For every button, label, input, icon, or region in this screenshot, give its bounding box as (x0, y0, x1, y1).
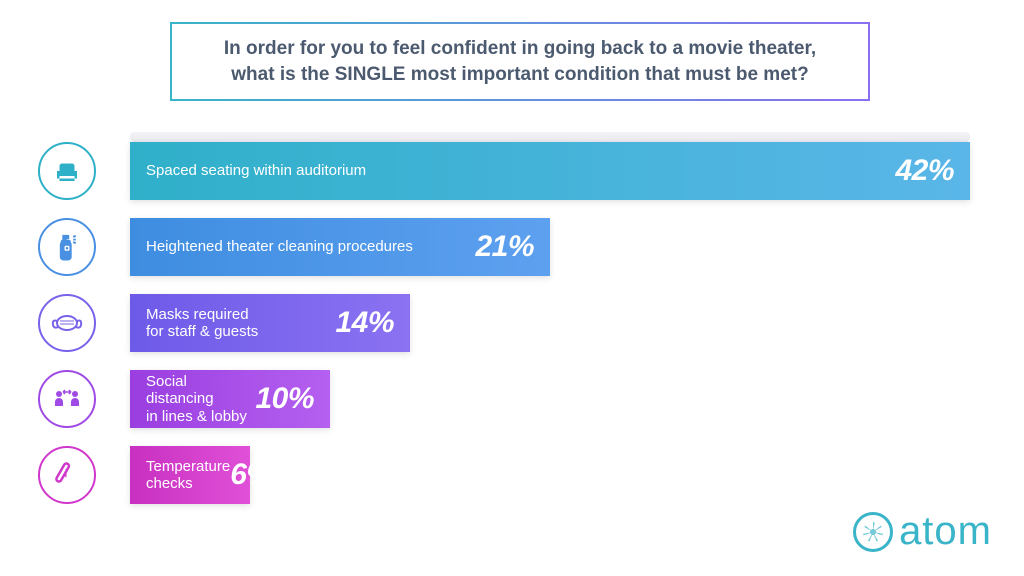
bar-row: Spaced seating within auditorium 42% (130, 142, 1000, 200)
bar-label: Social distancing in lines & lobby (146, 373, 255, 425)
people-icon (38, 370, 96, 428)
bar-row: Heightened theater cleaning procedures 21… (130, 218, 1000, 276)
bar-label: Temperature checks (146, 458, 230, 493)
bar-label: Masks required for staff & guests (146, 306, 258, 341)
bar-percentage: 14% (335, 306, 394, 340)
bar: Masks required for staff & guests 14% (130, 294, 410, 352)
bar: Temperature checks6% (130, 446, 250, 504)
bar-label: Heightened theater cleaning procedures (146, 238, 413, 255)
bar-percentage: 6% (230, 458, 272, 492)
bar-percentage: 10% (255, 382, 314, 416)
brand-name: atom (899, 509, 992, 554)
seat-icon (38, 142, 96, 200)
bar-row: Temperature checks6% (130, 446, 1000, 504)
brand-logo: atom (853, 509, 992, 554)
bar-row: Social distancing in lines & lobby10% (130, 370, 1000, 428)
bar-percentage: 21% (475, 230, 534, 264)
icon-column (38, 142, 96, 522)
mask-icon (38, 294, 96, 352)
thermo-icon (38, 446, 96, 504)
bar-label: Spaced seating within auditorium (146, 162, 366, 179)
bar-row: Masks required for staff & guests 14% (130, 294, 1000, 352)
spray-icon (38, 218, 96, 276)
bar-percentage: 42% (895, 154, 954, 188)
bar-chart: Spaced seating within auditorium 42% Heigh… (130, 142, 1000, 522)
chart-track (130, 132, 970, 142)
bar: Heightened theater cleaning procedures 21… (130, 218, 550, 276)
bar: Social distancing in lines & lobby10% (130, 370, 330, 428)
atom-logo-icon (853, 512, 893, 552)
chart-title: In order for you to feel confident in go… (170, 22, 870, 101)
bar: Spaced seating within auditorium 42% (130, 142, 970, 200)
